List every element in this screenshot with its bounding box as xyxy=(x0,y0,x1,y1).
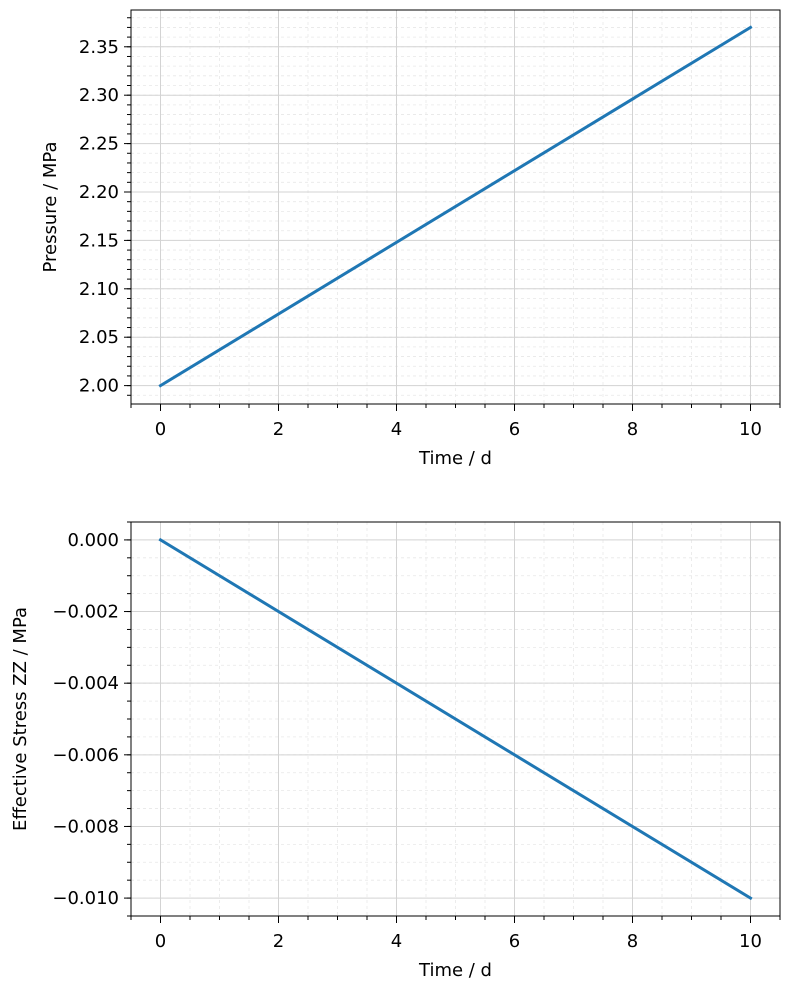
y-tick-label: −0.004 xyxy=(52,673,119,694)
x-tick-label: 4 xyxy=(391,931,402,952)
y-tick-label: 2.15 xyxy=(79,230,119,251)
x-tick-label: 6 xyxy=(509,419,520,440)
x-tick-label: 10 xyxy=(739,931,762,952)
y-tick-label: 2.25 xyxy=(79,134,119,155)
y-tick-label: 2.05 xyxy=(79,327,119,348)
major-grid xyxy=(131,10,780,404)
x-tick-label: 8 xyxy=(627,419,638,440)
x-tick-label: 4 xyxy=(391,419,402,440)
x-axis-label: Time / d xyxy=(418,960,492,981)
y-axis-label: Pressure / MPa xyxy=(40,142,61,273)
y-tick-label: 2.00 xyxy=(79,376,119,397)
x-tick-label: 2 xyxy=(273,419,284,440)
ticks xyxy=(124,17,781,411)
y-tick-label: −0.008 xyxy=(52,816,119,837)
series-line-1 xyxy=(158,25,753,388)
major-grid xyxy=(131,522,780,916)
y-tick-label: 2.35 xyxy=(79,37,119,58)
y-tick-label: 2.20 xyxy=(79,182,119,203)
y-tick-label: −0.010 xyxy=(52,888,119,909)
chart-1: 0 2 4 6 8 10 2.00 2.05 2.10 2.15 2.20 2.25 2.30 2.35 T… xyxy=(40,9,781,469)
y-tick-label: −0.006 xyxy=(52,745,119,766)
x-tick-label: 8 xyxy=(627,931,638,952)
x-tick-label: 0 xyxy=(155,419,166,440)
x-tick-label: 10 xyxy=(739,419,762,440)
x-tick-label: 0 xyxy=(155,931,166,952)
y-tick-label: 2.10 xyxy=(79,279,119,300)
chart-2: 0 2 4 6 8 10 0.000 −0.002 −0.004 −0.006 −0.008 −0.0… xyxy=(10,521,781,981)
y-axis-label: Effective Stress ZZ / MPa xyxy=(10,607,31,831)
ticks xyxy=(124,521,781,923)
y-tick-label: −0.002 xyxy=(52,602,119,623)
series-line-1 xyxy=(158,537,753,901)
x-tick-label: 6 xyxy=(509,931,520,952)
y-tick-label: 2.30 xyxy=(79,85,119,106)
x-axis-label: Time / d xyxy=(418,448,492,469)
y-tick-label: 0.000 xyxy=(67,530,119,551)
x-tick-label: 2 xyxy=(273,931,284,952)
